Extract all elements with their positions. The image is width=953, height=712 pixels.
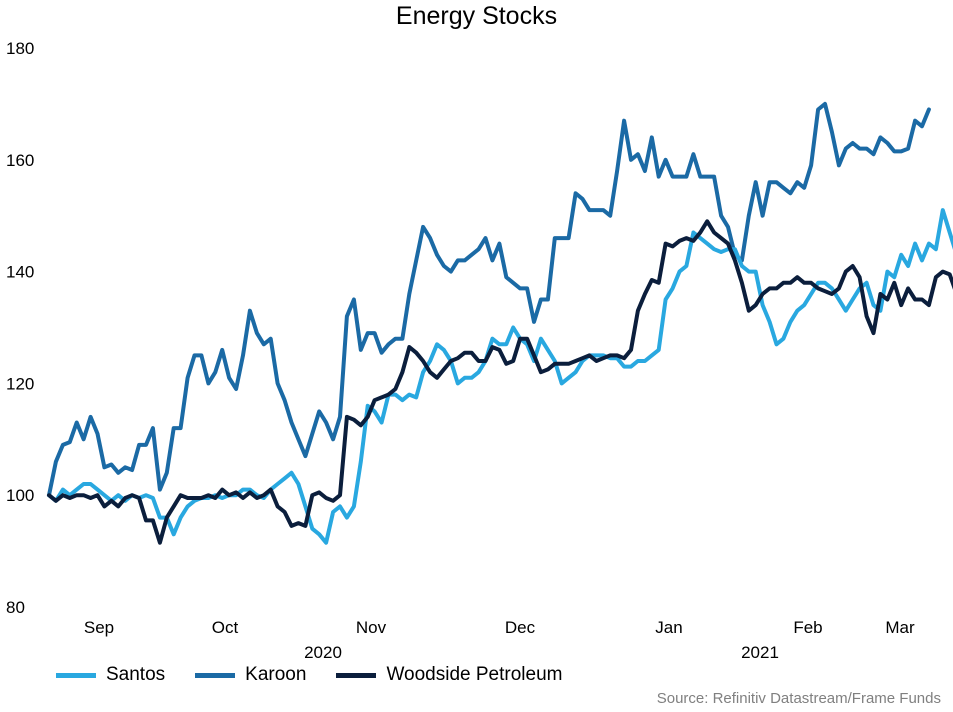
series-line-karoon [47,101,931,498]
x-year-label-2020: 2020 [304,643,342,662]
legend-item-santos: Santos [56,664,165,686]
legend-label-karoon: Karoon [245,664,307,685]
y-tick-label: 160 [6,151,34,170]
series-line-woodside-petroleum [47,219,953,545]
legend-item-karoon: Karoon [195,664,306,686]
x-tick-label-feb: Feb [793,618,822,637]
legend: Santos Karoon Woodside Petroleum [56,664,592,686]
legend-label-santos: Santos [106,664,166,685]
x-tick-label-nov: Nov [356,618,387,637]
y-tick-label: 180 [6,39,34,58]
x-tick-label-mar: Mar [885,618,915,637]
legend-swatch-woodside [336,672,377,678]
x-tick-label-oct: Oct [212,618,239,637]
chart-title: Energy Stocks [395,2,558,30]
x-tick-label-sep: Sep [84,618,114,637]
x-tick-label-jan: Jan [655,618,682,637]
legend-item-woodside: Woodside Petroleum [336,664,562,686]
y-tick-label: 100 [6,486,34,505]
x-axis: Sep Oct Nov Dec Jan Feb Mar 2020 2021 [84,618,915,662]
legend-swatch-karoon [195,672,236,678]
source-note: Source: Refinitiv Datastream/Frame Funds [656,690,941,707]
y-tick-label: 80 [6,598,25,617]
y-tick-label: 140 [6,263,34,282]
x-tick-label-dec: Dec [505,618,536,637]
y-tick-label: 120 [6,374,34,393]
series-lines [47,101,953,545]
y-axis: 80 100 120 140 160 180 [6,39,34,617]
x-year-label-2021: 2021 [741,643,779,662]
legend-swatch-santos [56,672,96,678]
legend-label-woodside: Woodside Petroleum [386,664,563,685]
